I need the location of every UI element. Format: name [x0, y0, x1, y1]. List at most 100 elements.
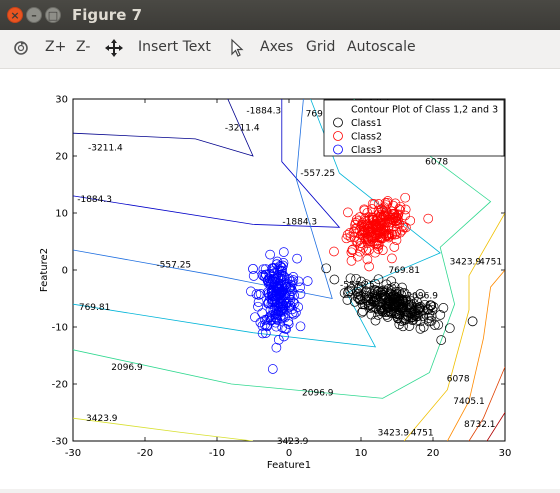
point-class2 — [341, 233, 352, 244]
point-class2 — [393, 210, 403, 221]
contour-label: 2096.9 — [302, 389, 334, 399]
point-class1 — [385, 296, 396, 306]
point-class1 — [424, 316, 434, 327]
point-class2 — [344, 228, 355, 238]
zoom-in-button[interactable]: Z+ — [45, 39, 67, 55]
point-class2 — [350, 220, 360, 230]
point-class1 — [390, 308, 401, 319]
point-class3 — [273, 271, 283, 282]
x-tick-label: -10 — [209, 448, 225, 459]
point-class1 — [405, 295, 416, 306]
point-class2 — [400, 192, 411, 203]
point-class2 — [373, 199, 384, 209]
point-class3 — [248, 271, 259, 281]
point-class1 — [399, 288, 410, 298]
contour-lines — [73, 99, 505, 441]
contour-line — [73, 99, 441, 348]
contour-label: -3211.4 — [225, 124, 260, 134]
point-class2 — [389, 242, 400, 252]
point-class2 — [386, 229, 397, 240]
point-class2 — [401, 222, 411, 233]
point-class2 — [387, 253, 397, 264]
point-class3 — [274, 302, 285, 313]
point-class1 — [444, 323, 455, 334]
point-class2 — [365, 236, 376, 246]
point-class3 — [295, 321, 306, 332]
maximize-window-button[interactable]: □ — [45, 7, 61, 23]
contour-label: 3423.9 — [277, 437, 309, 447]
point-class1 — [391, 286, 402, 297]
point-class3 — [257, 320, 268, 331]
autoscale-button[interactable]: Autoscale — [347, 39, 416, 55]
insert-text-button[interactable]: Insert Text — [138, 39, 211, 55]
point-class1 — [395, 305, 406, 316]
point-class3 — [281, 282, 292, 292]
contour-label: 2096.9 — [406, 292, 438, 302]
point-class1 — [343, 288, 353, 299]
legend-marker — [333, 144, 343, 155]
point-class1 — [425, 300, 436, 310]
minimize-window-button[interactable]: – — [26, 7, 42, 23]
point-class1 — [433, 319, 444, 330]
point-class3 — [267, 364, 278, 374]
contour-label: 4751 — [411, 428, 434, 438]
contour-label: -557.25 — [300, 169, 335, 179]
point-class3 — [265, 315, 276, 325]
rotate-icon[interactable] — [11, 38, 31, 62]
close-window-button[interactable]: × — [7, 7, 23, 23]
point-class1 — [349, 296, 360, 307]
legend-box — [323, 99, 505, 157]
point-class3 — [289, 298, 300, 309]
point-class3 — [248, 263, 258, 274]
point-class3 — [265, 249, 275, 260]
point-class2 — [371, 220, 382, 231]
pan-move-icon[interactable] — [104, 38, 124, 62]
point-class2 — [395, 201, 406, 212]
point-class1 — [384, 306, 395, 317]
x-tick-label: 10 — [355, 448, 368, 459]
point-class3 — [268, 291, 278, 301]
point-class3 — [255, 289, 266, 299]
point-class1 — [435, 310, 446, 320]
y-tick-label: -30 — [52, 437, 68, 448]
point-class3 — [272, 256, 283, 267]
point-class1 — [370, 292, 381, 303]
point-class2 — [359, 232, 370, 243]
y-tick-label: 30 — [55, 95, 68, 106]
point-class3 — [287, 276, 297, 287]
axes-button[interactable]: Axes — [260, 39, 294, 55]
point-class1 — [438, 303, 449, 313]
contour-label: 769.81 — [306, 109, 338, 119]
point-class1 — [467, 316, 478, 327]
x-axis-label: Feature1 — [267, 460, 311, 471]
point-class2 — [364, 261, 374, 272]
contour-label: 3423.9 — [450, 257, 482, 267]
grid-button[interactable]: Grid — [306, 39, 336, 55]
point-class1 — [415, 289, 426, 299]
point-class1 — [398, 321, 408, 332]
zoom-out-button[interactable]: Z- — [76, 39, 91, 55]
contour-line — [73, 99, 492, 399]
point-class3 — [253, 301, 263, 312]
point-class2 — [400, 210, 410, 221]
point-class2 — [368, 220, 379, 231]
point-class3 — [283, 297, 294, 307]
point-class3 — [288, 296, 298, 307]
point-class3 — [292, 253, 302, 264]
contour-line — [403, 212, 505, 441]
legend-entry: Class3 — [351, 145, 382, 156]
point-class3 — [260, 264, 271, 274]
point-class1 — [373, 274, 384, 285]
figure-canvas[interactable]: -3211.4 -3211.4 -1884.3 -1884.3 -1884.3 -557.… — [0, 69, 560, 489]
contour-label: 6078 — [447, 374, 470, 384]
point-class3 — [273, 308, 283, 318]
pointer-icon[interactable] — [228, 38, 246, 62]
contour-label: -1884.3 — [77, 195, 112, 205]
window-title: Figure 7 — [72, 6, 143, 24]
contour-label: -557.25 — [340, 280, 375, 290]
point-class1 — [355, 290, 366, 301]
contour-line — [468, 366, 505, 441]
point-class3 — [272, 283, 283, 294]
point-class3 — [272, 297, 283, 308]
point-class3 — [295, 282, 305, 293]
